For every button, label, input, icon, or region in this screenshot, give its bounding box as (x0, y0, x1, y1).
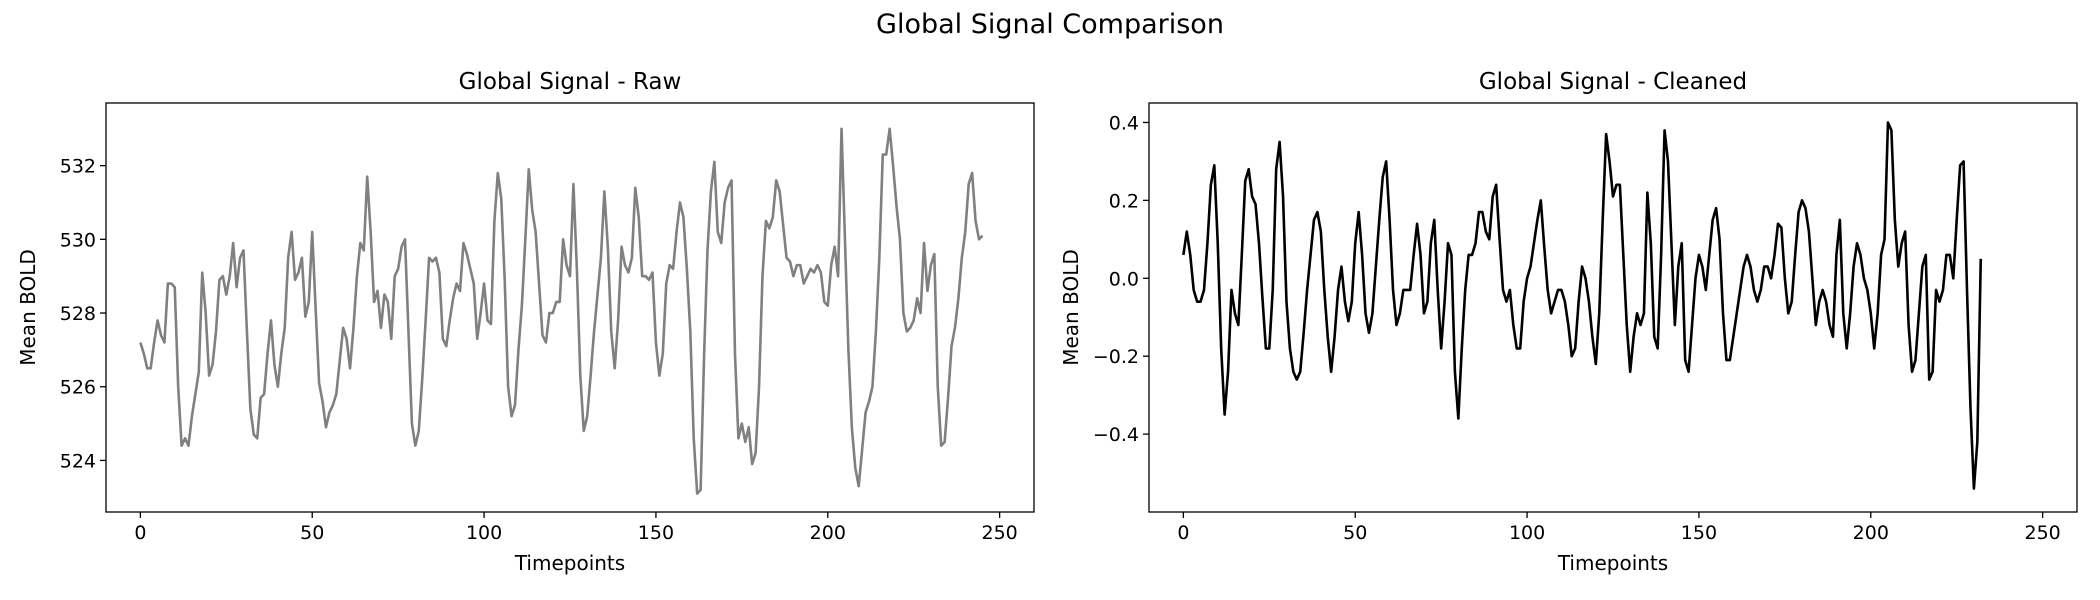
y-tick-label: −0.4 (1093, 424, 1139, 446)
y-axis-label: Mean BOLD (1059, 249, 1083, 366)
x-tick-label: 0 (134, 522, 146, 544)
x-tick-label: 200 (1853, 522, 1889, 544)
axes-frame (1148, 102, 2078, 513)
x-tick-label: 250 (981, 522, 1017, 544)
y-tick-label: −0.2 (1093, 346, 1139, 368)
x-tick-label: 100 (466, 522, 502, 544)
y-tick-label: 528 (60, 303, 96, 325)
y-tick-label: 0.4 (1109, 112, 1139, 134)
x-tick-label: 0 (1177, 522, 1189, 544)
x-axis-label: Timepoints (514, 551, 625, 575)
series-line (139, 127, 984, 495)
x-tick-label: 150 (638, 522, 674, 544)
x-axis-label: Timepoints (1557, 551, 1668, 575)
chart-title: Global Signal - Raw (459, 69, 682, 95)
axes-frame (105, 102, 1035, 513)
x-tick-label: 150 (1681, 522, 1717, 544)
x-tick-label: 50 (1343, 522, 1367, 544)
y-tick-label: 0.2 (1109, 190, 1139, 212)
y-tick-label: 0.0 (1109, 268, 1139, 290)
y-tick-label: 530 (60, 229, 96, 251)
y-tick-label: 532 (60, 156, 96, 178)
cleaned-signal-chart: 0 50 100 150 200 250 −0.4 −0.2 0.0 0.2 0.4 Global S… (1059, 69, 2078, 575)
figure-title: Global Signal Comparison (876, 9, 1224, 40)
y-tick-label: 526 (60, 377, 96, 399)
raw-signal-chart: 0 50 100 150 200 250 524 526 528 530 532 Global Sig… (16, 69, 1035, 575)
x-tick-label: 200 (810, 522, 846, 544)
x-tick-label: 250 (2024, 522, 2060, 544)
x-tick-label: 50 (300, 522, 324, 544)
x-tick-label: 100 (1509, 522, 1545, 544)
y-tick-label: 524 (60, 450, 96, 472)
chart-title: Global Signal - Cleaned (1479, 69, 1747, 95)
y-axis-label: Mean BOLD (16, 249, 40, 366)
series-line (1182, 121, 1983, 490)
